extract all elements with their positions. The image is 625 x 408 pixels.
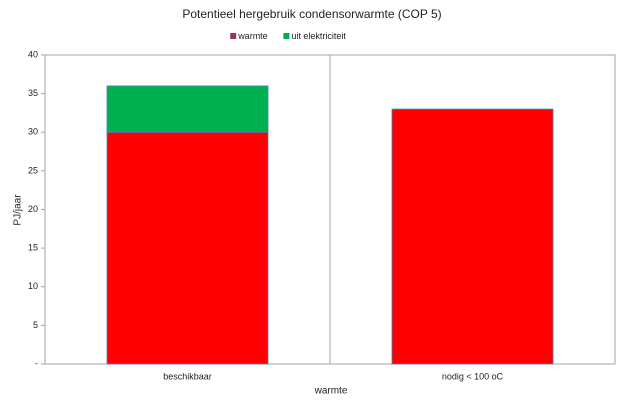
y-tick-label: 40 <box>28 49 38 59</box>
y-tick-label: 15 <box>28 243 38 253</box>
y-tick-label: 10 <box>28 281 38 291</box>
y-tick-label: 30 <box>28 127 38 137</box>
y-tick-label: - <box>35 358 38 368</box>
y-tick-label: 25 <box>28 165 38 175</box>
legend-swatch <box>283 33 290 39</box>
legend-label: warmte <box>237 31 268 41</box>
x-axis-title: warmte <box>314 386 348 397</box>
y-tick-label: 20 <box>28 204 38 214</box>
chart-title: Potentieel hergebruik condensorwarmte (C… <box>182 7 441 21</box>
y-tick-label: 5 <box>33 320 38 330</box>
x-tick-label: nodig < 100 oC <box>442 371 504 381</box>
legend-swatch <box>230 33 237 39</box>
x-tick-label: beschikbaar <box>163 371 212 381</box>
y-axis-title: PJ/jaar <box>13 194 24 226</box>
bar-segment <box>391 108 554 365</box>
bar-segment <box>106 131 269 365</box>
y-tick-label: 35 <box>28 88 38 98</box>
bar-segment <box>106 85 269 133</box>
legend-label: uit elektriciteit <box>291 31 346 41</box>
